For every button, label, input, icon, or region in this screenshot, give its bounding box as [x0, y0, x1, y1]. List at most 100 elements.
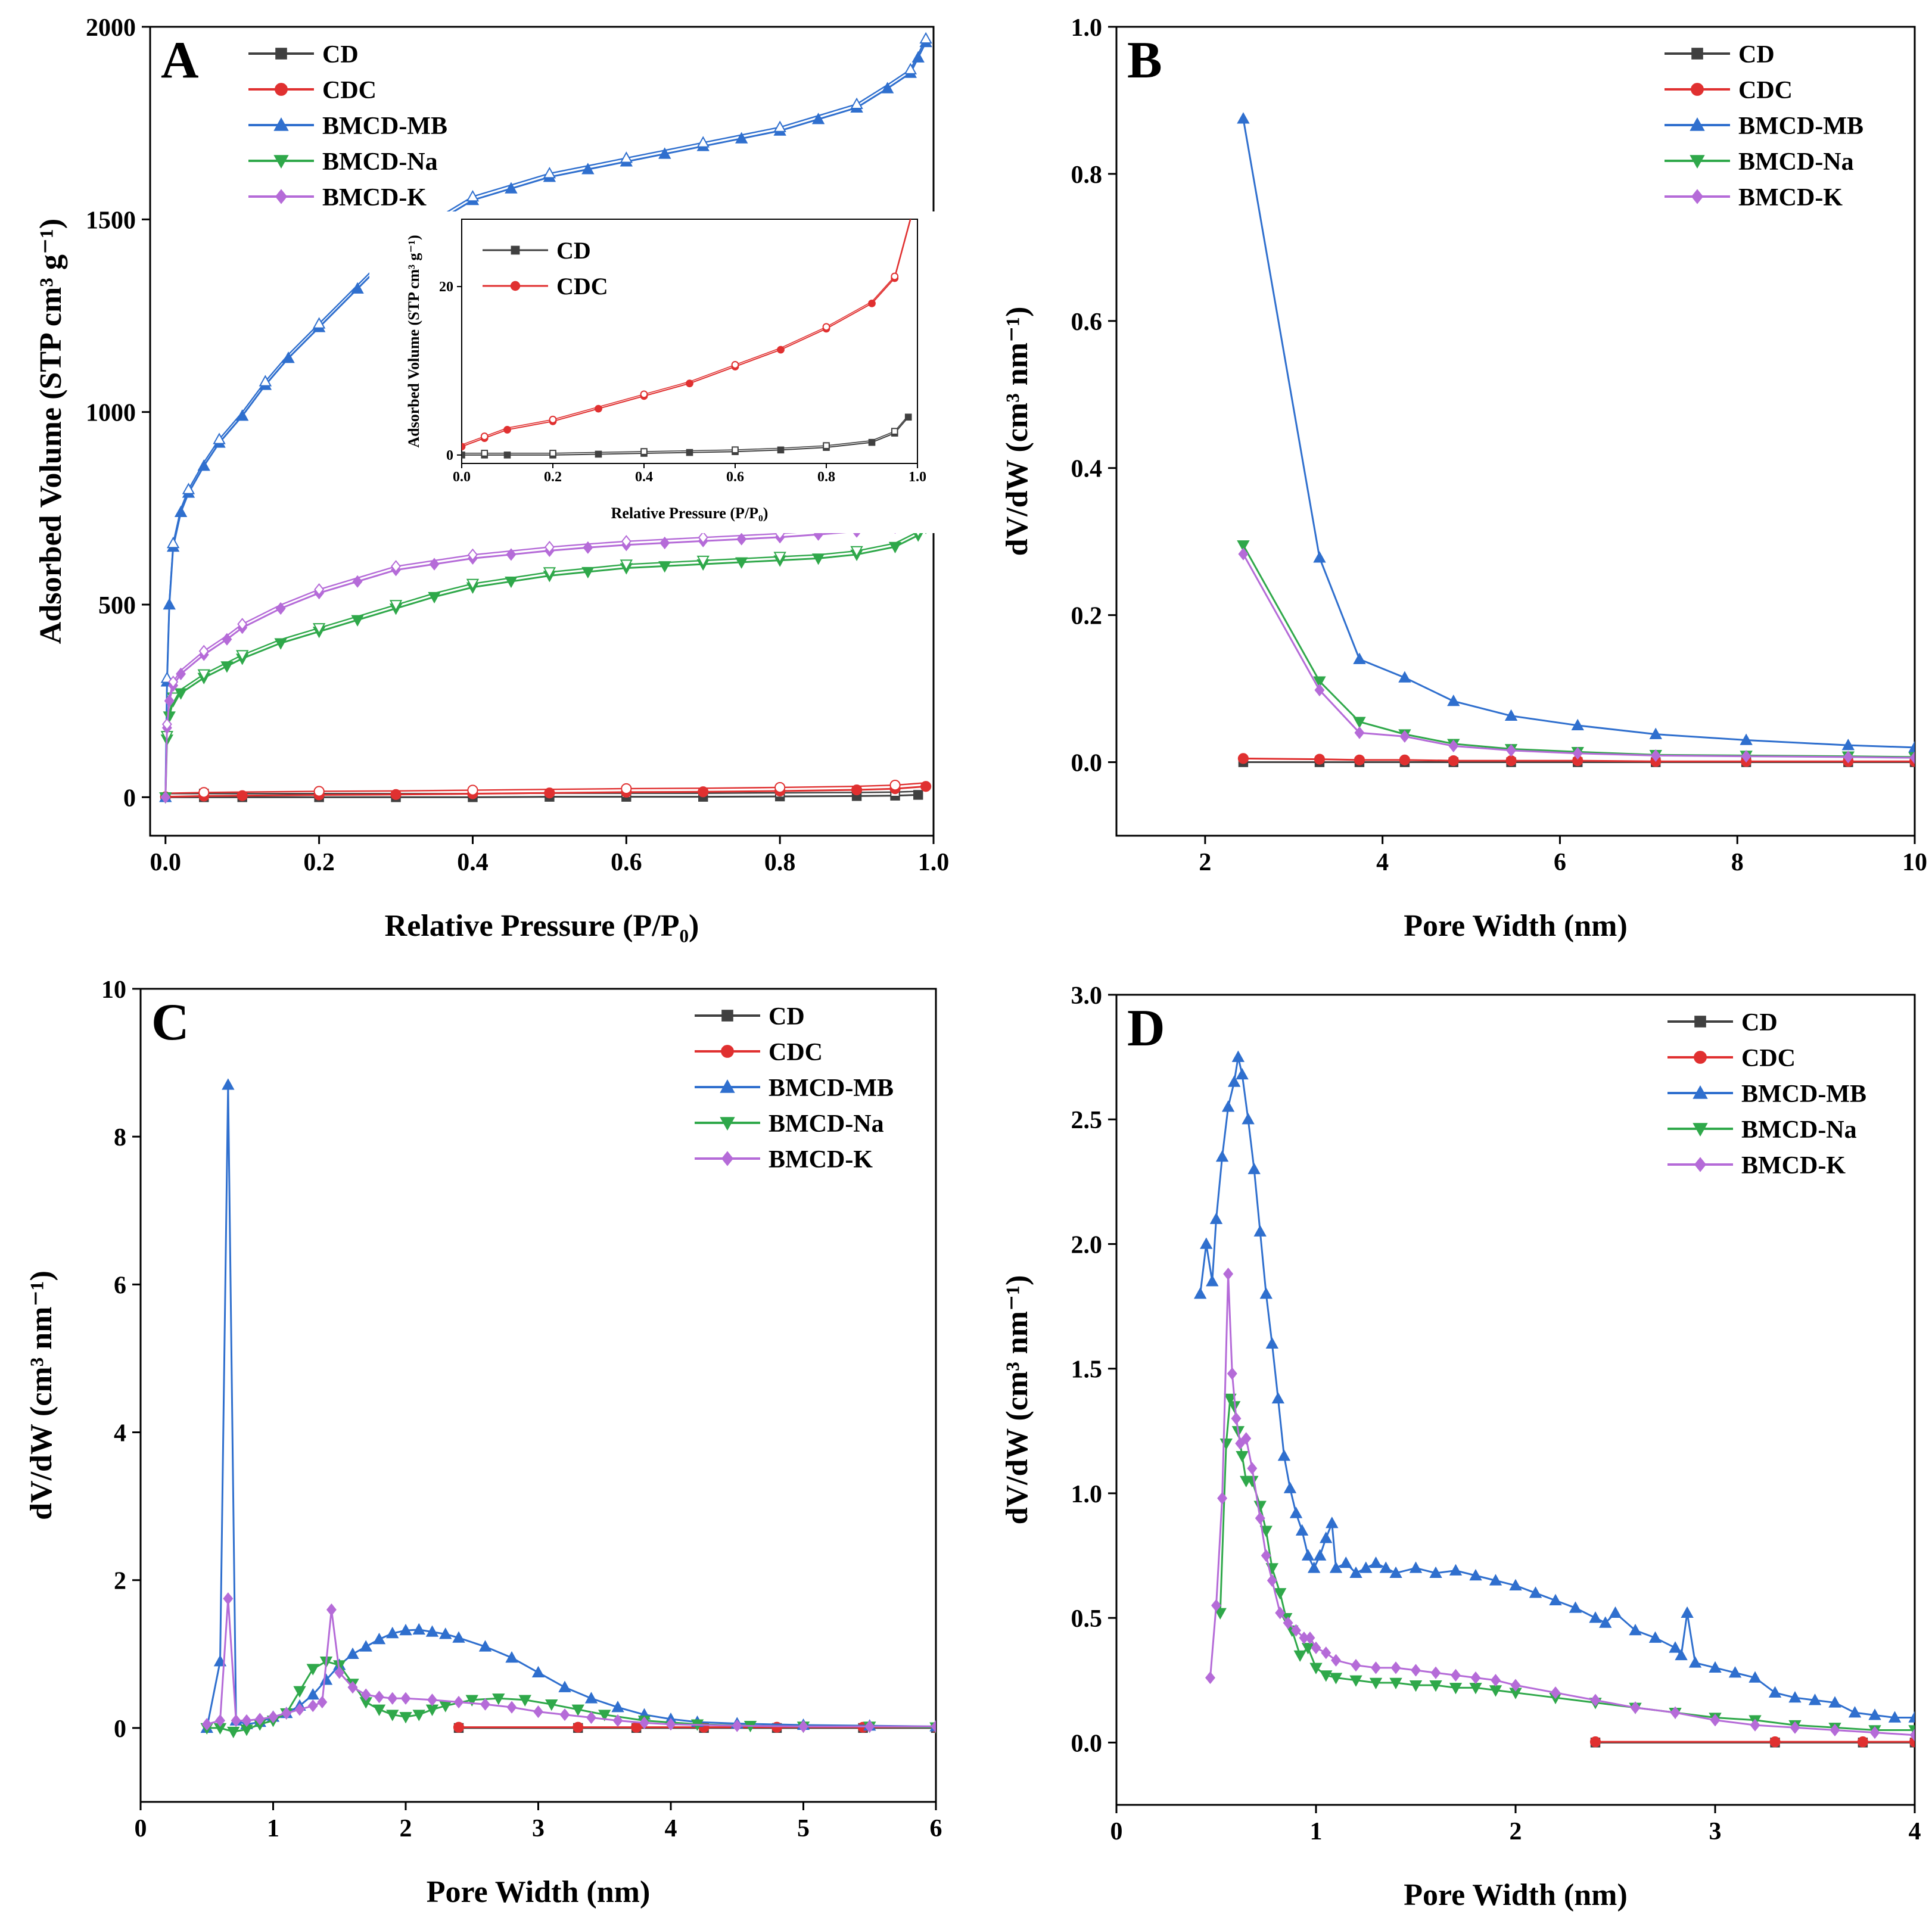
a-inset-x-tick-label: 0.8 — [817, 469, 835, 485]
d-legend-item-bmcd-mb: BMCD-MB — [1667, 1081, 1866, 1108]
a-inset-cdc-desorption-point — [731, 361, 739, 369]
b-legend-marker — [1691, 189, 1704, 204]
a-cdc-desorption-point — [889, 780, 901, 791]
d-bmcd-k-point — [1231, 1412, 1242, 1425]
a-cdc-desorption-point — [313, 786, 325, 797]
a-y-tick-label: 2000 — [86, 14, 136, 42]
d-bmcd-k-point — [1331, 1654, 1341, 1667]
d-bmcd-mb-point — [1295, 1524, 1309, 1536]
a-inset-legend-marker — [511, 245, 520, 255]
c-y-tick-label: 6 — [114, 1272, 126, 1299]
c-bmcd-mb-point — [584, 1692, 598, 1704]
a-bmcd-mb-desorption-point — [259, 375, 272, 387]
c-bmcd-k-point — [387, 1692, 398, 1705]
c-bmcd-k-point — [360, 1688, 371, 1701]
d-bmcd-mb-point — [1908, 1711, 1915, 1723]
b-y-axis-title: dV/dW (cm³ nm⁻¹) — [1000, 307, 1034, 556]
a-bmcd-mb-point — [811, 113, 825, 124]
a-bmcd-mb-desorption-point — [213, 432, 226, 444]
a-y-tick-label: 0 — [123, 784, 136, 812]
b-bmcd-k-point — [1741, 750, 1751, 763]
d-legend-marker — [1693, 1123, 1708, 1137]
c-bmcd-na-point — [386, 1710, 399, 1721]
c-y-tick-label: 2 — [114, 1568, 126, 1595]
a-inset-cd-point — [462, 452, 465, 459]
c-x-tick-label: 3 — [532, 1815, 545, 1842]
d-plot-area — [1194, 1050, 1915, 1748]
c-legend-marker — [720, 1117, 735, 1131]
a-x-tick-label: 1.0 — [918, 849, 950, 876]
a-series-bmcd-k — [160, 510, 931, 804]
c-bmcd-k-point — [374, 1690, 384, 1704]
d-bmcd-mb-point — [1848, 1706, 1862, 1718]
d-bmcd-k-point — [1750, 1718, 1760, 1732]
a-bmcd-na-desorption-point — [312, 623, 326, 635]
d-bmcd-mb-point — [1307, 1561, 1321, 1573]
a-inset-cd-point — [686, 449, 693, 456]
d-bmcd-mb-point — [1247, 1162, 1261, 1175]
d-x-tick-label: 3 — [1709, 1818, 1722, 1845]
d-bmcd-mb-point — [1369, 1556, 1383, 1568]
b-panel-label: B — [1127, 32, 1162, 89]
a-bmcd-k-point — [506, 548, 517, 561]
d-bmcd-k-point — [1305, 1632, 1315, 1645]
d-bmcd-mb-point — [1788, 1691, 1802, 1703]
b-legend-label: BMCD-MB — [1738, 113, 1863, 140]
a-cdc-desorption-point — [774, 782, 786, 793]
a-bmcd-k-desorption-point — [467, 548, 478, 562]
b-legend-marker — [1690, 117, 1705, 131]
c-legend-marker — [721, 1151, 734, 1166]
d-bmcd-na-point — [1301, 1643, 1315, 1655]
d-bmcd-k-point — [1255, 1512, 1265, 1525]
c-bmcd-mb-point — [439, 1627, 452, 1639]
c-bmcd-k-point — [480, 1698, 490, 1711]
c-plot-area — [200, 1078, 936, 1739]
d-bmcd-mb-point — [1629, 1624, 1642, 1636]
c-bmcd-mb-point — [213, 1655, 227, 1667]
d-y-tick-label: 2.0 — [1071, 1231, 1103, 1259]
c-legend-label: BMCD-K — [769, 1146, 873, 1173]
c-bmcd-mb-point — [359, 1640, 372, 1652]
c-bmcd-mb-point — [425, 1625, 439, 1637]
d-y-tick-label: 1.0 — [1071, 1481, 1103, 1508]
d-bmcd-k-point — [1710, 1714, 1721, 1727]
d-bmcd-mb-point — [1728, 1666, 1742, 1678]
a-bmcd-mb-point — [174, 505, 188, 517]
d-bmcd-mb-point — [1888, 1711, 1902, 1723]
c-bmcd-mb-point — [399, 1624, 412, 1636]
a-bmcd-k-point — [275, 602, 286, 615]
d-x-tick-label: 4 — [1909, 1818, 1921, 1845]
b-bmcd-k-point — [1843, 751, 1853, 764]
a-x-tick-label: 0.2 — [303, 849, 335, 876]
a-bmcd-na-point — [428, 591, 441, 604]
a-inset-cd-point — [777, 446, 785, 454]
a-inset-series-cdc — [462, 219, 911, 451]
a-x-tick-label: 0.0 — [150, 849, 182, 876]
a-inset-cdc-point — [686, 379, 693, 388]
a-series-bmcd-k-line — [164, 519, 926, 798]
c-bmcd-k-point — [586, 1711, 596, 1724]
a-bmcd-na-desorption-point — [543, 567, 556, 579]
a-bmcd-k-desorption-point — [237, 618, 248, 631]
a-legend-marker — [273, 117, 289, 131]
d-x-tick-label: 1 — [1310, 1818, 1323, 1845]
panel-d: 0 1 2 3 4 0.0 0.5 1.0 1.5 2.0 2.5 3.0 Pore Width (nm… — [1000, 982, 1921, 1912]
c-bmcd-na-point — [293, 1686, 306, 1698]
a-bmcd-na-desorption-point — [696, 555, 710, 568]
d-bmcd-mb-point — [1209, 1212, 1223, 1224]
c-bmcd-k-point — [317, 1695, 328, 1709]
a-legend-item-bmcd-k: BMCD-K — [248, 184, 427, 211]
c-x-tick-label: 6 — [930, 1815, 942, 1842]
b-bmcd-na-point — [1353, 717, 1366, 728]
a-inset-cd-desorption-point — [549, 450, 556, 457]
c-bmcd-k-point — [864, 1720, 875, 1733]
d-bmcd-k-point — [1241, 1432, 1252, 1445]
c-legend-label: CDC — [769, 1039, 823, 1066]
d-bmcd-mb-point — [1379, 1561, 1392, 1573]
d-bmcd-mb-point — [1227, 1075, 1241, 1087]
d-bmcd-k-point — [1470, 1671, 1481, 1685]
d-legend-label: CD — [1741, 1009, 1778, 1036]
a-bmcd-na-desorption-point — [850, 546, 863, 558]
c-legend-marker — [721, 1045, 734, 1058]
d-series-bmcd-mb — [1194, 1050, 1915, 1723]
